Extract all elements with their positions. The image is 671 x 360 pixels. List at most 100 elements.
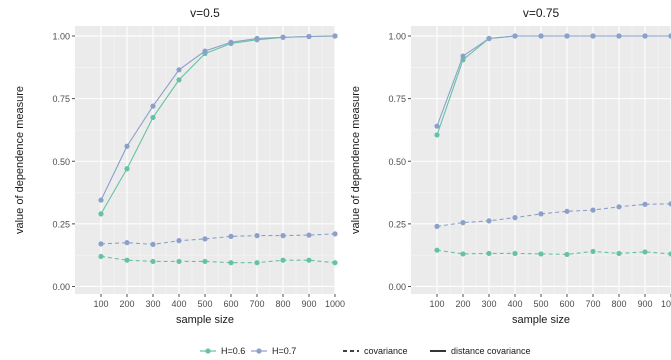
chart-panel-2: 0.00 0.25 0.50 0.75 1.00 100 200 300 400 500 600 70… bbox=[350, 6, 671, 326]
data-point bbox=[124, 143, 130, 149]
data-point bbox=[228, 39, 234, 45]
x-tick-label: 1000 bbox=[661, 299, 671, 309]
x-tick-label: 100 bbox=[93, 299, 108, 309]
data-point bbox=[254, 233, 260, 239]
legend-label: H=0.6 bbox=[221, 346, 245, 356]
data-point bbox=[280, 257, 286, 263]
data-point bbox=[306, 232, 312, 238]
data-point bbox=[512, 33, 518, 39]
data-point bbox=[202, 236, 208, 242]
data-point bbox=[176, 238, 182, 244]
legend-key-point bbox=[256, 348, 262, 354]
data-point bbox=[228, 260, 234, 266]
data-point bbox=[434, 223, 440, 229]
y-tick-label: 0.00 bbox=[52, 282, 70, 292]
x-tick-label: 600 bbox=[223, 299, 238, 309]
data-point bbox=[486, 250, 492, 257]
y-tick-label: 0.25 bbox=[388, 219, 406, 229]
x-tick-label: 500 bbox=[197, 299, 212, 309]
data-point bbox=[486, 218, 492, 224]
data-point bbox=[512, 215, 518, 221]
data-point bbox=[98, 241, 104, 247]
x-tick-label: 900 bbox=[637, 299, 652, 309]
data-point bbox=[306, 33, 312, 40]
data-point bbox=[202, 258, 208, 265]
y-tick-label: 0.75 bbox=[52, 94, 70, 104]
data-point bbox=[254, 35, 260, 42]
data-point bbox=[616, 204, 622, 210]
x-tick-label: 700 bbox=[249, 299, 264, 309]
y-tick-label: 1.00 bbox=[388, 32, 406, 42]
data-point bbox=[176, 258, 182, 265]
x-tick-label: 700 bbox=[585, 299, 600, 309]
y-tick-label: 0.75 bbox=[388, 94, 406, 104]
series-line-H07-covariance bbox=[436, 203, 671, 227]
x-tick-label: 900 bbox=[301, 299, 316, 309]
data-point bbox=[332, 33, 338, 39]
data-point bbox=[434, 132, 440, 138]
data-point bbox=[590, 248, 596, 255]
data-point bbox=[176, 67, 182, 73]
y-axis-label: value of dependence measure bbox=[350, 86, 362, 234]
data-point bbox=[98, 211, 104, 217]
x-tick-label: 200 bbox=[119, 299, 134, 309]
legend-label: distance covariance bbox=[451, 346, 531, 356]
data-point bbox=[280, 233, 286, 239]
x-axis-label: sample size bbox=[176, 314, 234, 326]
x-tick-label: 200 bbox=[455, 299, 470, 309]
data-point bbox=[486, 35, 492, 42]
y-tick-label: 0.25 bbox=[52, 219, 70, 229]
data-point bbox=[150, 114, 156, 121]
y-tick-label: 0.50 bbox=[388, 157, 406, 167]
data-point bbox=[98, 197, 104, 203]
data-point bbox=[124, 240, 130, 246]
data-point bbox=[228, 233, 234, 239]
x-tick-label: 400 bbox=[507, 299, 522, 309]
data-point bbox=[538, 211, 544, 217]
data-point bbox=[512, 250, 518, 257]
series-line-H07-distance-covariance bbox=[100, 35, 336, 201]
y-axis-label: value of dependence measure bbox=[14, 86, 26, 234]
data-point bbox=[564, 33, 570, 39]
y-tick-label: 0.50 bbox=[52, 157, 70, 167]
data-point bbox=[538, 251, 544, 257]
data-point bbox=[150, 241, 156, 248]
data-point bbox=[150, 103, 156, 109]
x-tick-label: 500 bbox=[533, 299, 548, 309]
data-point bbox=[668, 201, 671, 207]
data-point bbox=[668, 33, 671, 39]
data-point bbox=[254, 260, 260, 266]
data-point bbox=[124, 257, 130, 263]
x-tick-label: 600 bbox=[559, 299, 574, 309]
x-axis-label: sample size bbox=[512, 314, 570, 326]
series-line-H07-distance-covariance bbox=[436, 35, 671, 127]
chart-title: v=0.5 bbox=[190, 6, 220, 20]
data-point bbox=[642, 201, 648, 207]
legend-key-point bbox=[205, 348, 211, 354]
data-point bbox=[616, 33, 622, 39]
data-point bbox=[564, 251, 570, 258]
data-point bbox=[176, 77, 182, 83]
x-tick-label: 300 bbox=[145, 299, 160, 309]
x-tick-label: 300 bbox=[481, 299, 496, 309]
x-tick-label: 800 bbox=[275, 299, 290, 309]
data-point bbox=[642, 33, 648, 39]
data-point bbox=[460, 251, 466, 257]
data-point bbox=[668, 251, 671, 257]
data-point bbox=[332, 231, 338, 237]
legend: H=0.6 H=0.7 covariance distance covariance bbox=[200, 346, 531, 356]
legend-label: covariance bbox=[364, 346, 408, 356]
x-tick-label: 1000 bbox=[325, 299, 345, 309]
data-point bbox=[642, 249, 648, 255]
data-point bbox=[564, 208, 570, 214]
chart-title: v=0.75 bbox=[523, 6, 560, 20]
data-point bbox=[460, 220, 466, 226]
data-point bbox=[460, 53, 466, 59]
y-tick-label: 1.00 bbox=[52, 32, 70, 42]
data-point bbox=[150, 258, 156, 265]
data-point bbox=[280, 34, 286, 40]
data-point bbox=[434, 123, 440, 129]
data-point bbox=[332, 260, 338, 266]
x-tick-label: 100 bbox=[429, 299, 444, 309]
